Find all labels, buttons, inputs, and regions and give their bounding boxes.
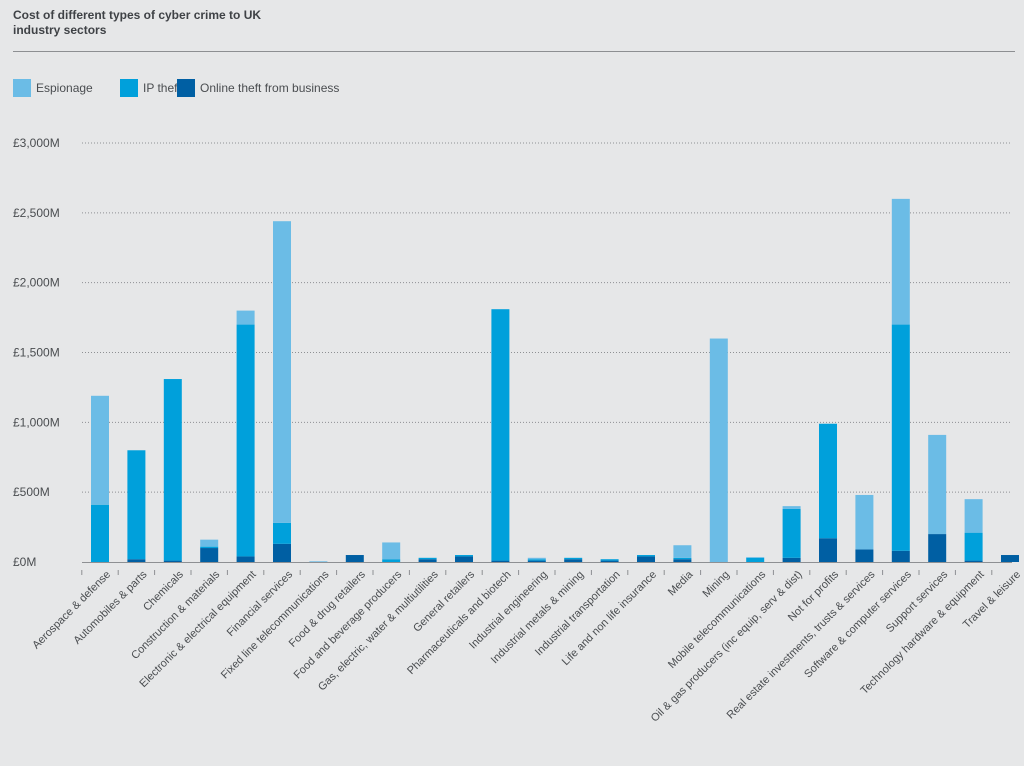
bar-ip-theft-electronic-electrical-equipment (236, 324, 255, 557)
bar-online-theft-from-business-not-for-profits (819, 538, 837, 562)
bar-espionage-electronic-electrical-equipment (236, 310, 255, 325)
bar-espionage-food-and-beverage-producers (382, 542, 401, 560)
bar-ip-theft-construction-materials (200, 546, 219, 549)
bar-espionage-financial-services (273, 221, 291, 523)
x-tick-label-financial-services: Financial services (225, 568, 296, 639)
bar-espionage-oil-gas-producers-inc-equip-serv-dist (782, 506, 801, 509)
bar-ip-theft-media (673, 557, 692, 560)
bar-online-theft-from-business-travel-leisure (1001, 555, 1019, 562)
bar-ip-theft-mobile-telecommunications (746, 557, 765, 562)
bar-online-theft-from-business-electronic-electrical-equipment (236, 556, 255, 562)
bar-online-theft-from-business-media (673, 559, 692, 562)
legend-label-ip-theft: IP theft (143, 81, 181, 95)
bar-espionage-real-estate-investments-trusts-services (855, 494, 874, 550)
bar-ip-theft-gas-electric-water-multiutilities (418, 557, 437, 560)
y-tick-label: £0M (13, 555, 36, 569)
y-tick-label: £3,000M (13, 136, 60, 150)
bar-ip-theft-oil-gas-producers-inc-equip-serv-dist (782, 508, 801, 558)
bar-online-theft-from-business-industrial-engineering (527, 560, 546, 562)
bar-online-theft-from-business-support-services (928, 534, 947, 562)
bar-ip-theft-software-computer-services (891, 324, 910, 551)
bar-ip-theft-aerospace-defense (91, 504, 109, 562)
chart-title: Cost of different types of cyber crime t… (13, 8, 262, 37)
y-tick-label: £2,500M (13, 206, 60, 220)
legend-label-online-theft: Online theft from business (200, 81, 340, 95)
bar-espionage-mobile-telecommunications (746, 557, 765, 558)
bar-online-theft-from-business-pharmaceuticals-and-biotech (491, 560, 510, 562)
bar-online-theft-from-business-general-retailers (455, 556, 473, 562)
y-tick-label: £1,500M (13, 346, 60, 360)
bar-ip-theft-not-for-profits (819, 423, 837, 539)
legend-label-espionage: Espionage (36, 81, 93, 95)
bar-espionage-technology-hardware-equipment (964, 499, 983, 533)
bar-ip-theft-industrial-metals-mining (564, 557, 583, 560)
bar-espionage-industrial-engineering (527, 557, 546, 560)
bar-espionage-mining (709, 338, 728, 562)
bar-online-theft-from-business-life-and-non-life-insurance (637, 556, 655, 562)
bar-online-theft-from-business-financial-services (273, 543, 291, 562)
x-tick-label-general-retailers: General retailers (411, 568, 477, 634)
bar-espionage-fixed-line-telecommunications (309, 561, 328, 562)
bar-online-theft-from-business-food-drug-retailers (345, 555, 364, 562)
x-tick-label-support-services: Support services (884, 568, 951, 635)
bar-ip-theft-food-and-beverage-producers (382, 559, 401, 562)
title-divider (13, 51, 1015, 52)
bar-online-theft-from-business-industrial-metals-mining (564, 559, 583, 562)
bar-espionage-aerospace-defense (91, 395, 109, 505)
y-tick-label: £500M (13, 485, 50, 499)
bar-espionage-software-computer-services (891, 198, 910, 325)
bar-ip-theft-general-retailers (455, 555, 473, 557)
bar-ip-theft-technology-hardware-equipment (964, 532, 983, 561)
bar-online-theft-from-business-oil-gas-producers-inc-equip-serv-dist (782, 557, 801, 562)
bar-ip-theft-chemicals (163, 379, 182, 561)
bar-ip-theft-industrial-transportation (600, 559, 619, 561)
legend-swatch-espionage (13, 79, 31, 97)
y-tick-label: £1,000M (13, 415, 60, 429)
bar-espionage-support-services (928, 434, 947, 535)
bar-ip-theft-automobiles-parts (127, 450, 146, 560)
bar-online-theft-from-business-automobiles-parts (127, 559, 146, 562)
bar-online-theft-from-business-industrial-transportation (600, 560, 619, 562)
bar-espionage-construction-materials (200, 539, 219, 547)
bar-espionage-media (673, 545, 692, 558)
bar-online-theft-from-business-chemicals (163, 560, 182, 562)
legend-swatch-online-theft (177, 79, 195, 97)
x-tick-label-mining: Mining (701, 569, 732, 600)
bar-ip-theft-pharmaceuticals-and-biotech (491, 309, 510, 561)
x-tick-label-automobiles-parts: Automobiles & parts (71, 568, 149, 646)
x-tick-label-media: Media (666, 568, 696, 598)
y-tick-label: £2,000M (13, 276, 60, 290)
bar-online-theft-from-business-software-computer-services (891, 550, 910, 562)
legend-swatch-ip-theft (120, 79, 138, 97)
bar-ip-theft-financial-services (273, 522, 291, 544)
bar-online-theft-from-business-technology-hardware-equipment (964, 560, 983, 562)
bar-ip-theft-life-and-non-life-insurance (637, 555, 655, 557)
bar-online-theft-from-business-construction-materials (200, 548, 219, 562)
bar-ip-theft-industrial-engineering (527, 559, 546, 561)
bar-online-theft-from-business-real-estate-investments-trusts-services (855, 549, 874, 562)
bar-online-theft-from-business-gas-electric-water-multiutilities (418, 559, 437, 562)
